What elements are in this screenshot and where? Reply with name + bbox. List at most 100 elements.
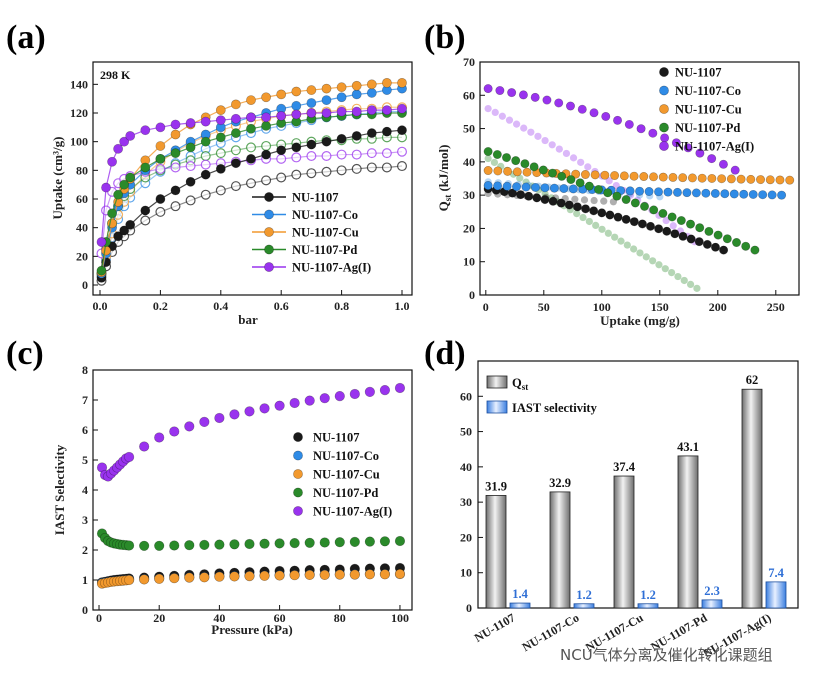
y-axis-label-a: Uptake (cm³/g) [50,137,65,220]
data-point [649,257,657,265]
x-tick-label-b: 200 [709,300,727,314]
x-tick-label-a: 0.4 [213,299,228,313]
data-point [693,284,701,292]
data-point [381,162,392,173]
data-point [722,234,732,244]
legend-marker [293,432,303,442]
y-tick-label-b: 50 [463,122,475,136]
data-point [199,572,210,583]
data-point [170,162,181,173]
data-point [215,163,226,174]
data-point [229,571,240,582]
bar-iast [509,602,531,609]
data-point [667,212,677,222]
data-point [200,159,211,170]
series-nu-1107-adsorption [96,125,407,283]
data-point [686,280,695,289]
legend-label-iast: IAST selectivity [512,401,598,415]
data-point [306,139,317,150]
y-tick-label-a: 140 [70,77,88,91]
data-point [351,80,362,91]
value-label-qst: 31.9 [485,479,507,493]
panel-b: (b) 0 50 100 150 200 250 0 10 20 30 40 50 60 70 Uptak… [424,19,800,328]
data-point [140,215,151,226]
data-point [636,249,644,257]
data-point [590,196,598,205]
data-point [611,233,619,241]
data-point [617,237,625,245]
data-point [394,535,406,547]
data-point [625,186,635,196]
y-axis-label-b-sub: st [443,195,453,202]
data-point [336,149,347,160]
data-point [244,538,255,550]
value-label-qst: 32.9 [549,476,571,490]
data-point [96,237,107,247]
data-point [540,183,550,193]
legend-label-qst: Qst [512,376,528,392]
data-point [490,158,499,167]
data-point [730,165,740,175]
bar-iast [637,603,659,609]
data-point [291,109,302,120]
axis-ticks-c: 0 20 40 60 80 100 0 1 2 3 4 5 6 7 8 [82,363,409,625]
data-point [304,395,315,406]
data-point [184,572,195,583]
data-point [630,198,640,208]
data-point [600,170,610,180]
data-point [564,200,574,210]
data-point [687,173,697,183]
legend-label-c: NU-1107-Co [313,449,379,463]
data-point [306,108,317,118]
legend-marker [659,85,669,96]
data-point [636,124,646,134]
data-point [697,173,707,183]
bar-group-nu-1107-pd: 43.12.3NU-1107-Pd [648,440,723,654]
data-point [274,400,285,411]
data-point [610,171,620,181]
data-point [185,176,196,187]
y-tick-label-c: 8 [82,363,88,377]
data-point [246,123,256,134]
data-point [637,219,647,229]
data-point [592,221,600,230]
x-tick-label-b: 50 [538,300,550,314]
data-point [155,194,166,204]
data-point [119,179,130,190]
data-point [154,573,165,584]
data-point [701,188,711,198]
data-point [493,181,503,191]
data-point [381,148,392,159]
data-point [229,539,240,550]
data-point [261,149,271,160]
y-tick-label-c: 1 [82,573,88,587]
data-point [170,129,181,140]
y-tick-label-c: 6 [82,423,88,437]
data-point [540,195,550,205]
data-point [502,153,512,163]
panel-c: (c) 0 20 40 60 80 100 0 1 2 3 4 5 6 7 8 Pressure (kPa)… [6,335,413,637]
y-axis-label-b-unit: (kJ/mol) [436,145,451,195]
data-point [113,231,124,242]
plot-frame-a [92,61,413,296]
data-point [483,84,493,94]
data-point [629,217,639,227]
data-point [717,174,727,184]
data-point [707,173,717,183]
legend-c: NU-1107 NU-1107-Co NU-1107-Cu NU-1107-Pd NU-… [293,431,392,519]
series-nu-1107-pd [96,528,406,551]
data-point [649,172,659,182]
value-label-iast: 7.4 [768,566,784,580]
data-point [492,150,502,160]
data-point [230,113,241,124]
data-point [554,98,564,108]
data-point [505,116,514,124]
data-point [521,182,531,192]
data-point [603,188,613,198]
data-point [694,237,704,247]
data-point [366,128,377,138]
y-tick-label-a: 80 [76,163,88,177]
data-point [397,78,407,88]
data-point [199,416,210,428]
bar-iast [765,581,787,609]
